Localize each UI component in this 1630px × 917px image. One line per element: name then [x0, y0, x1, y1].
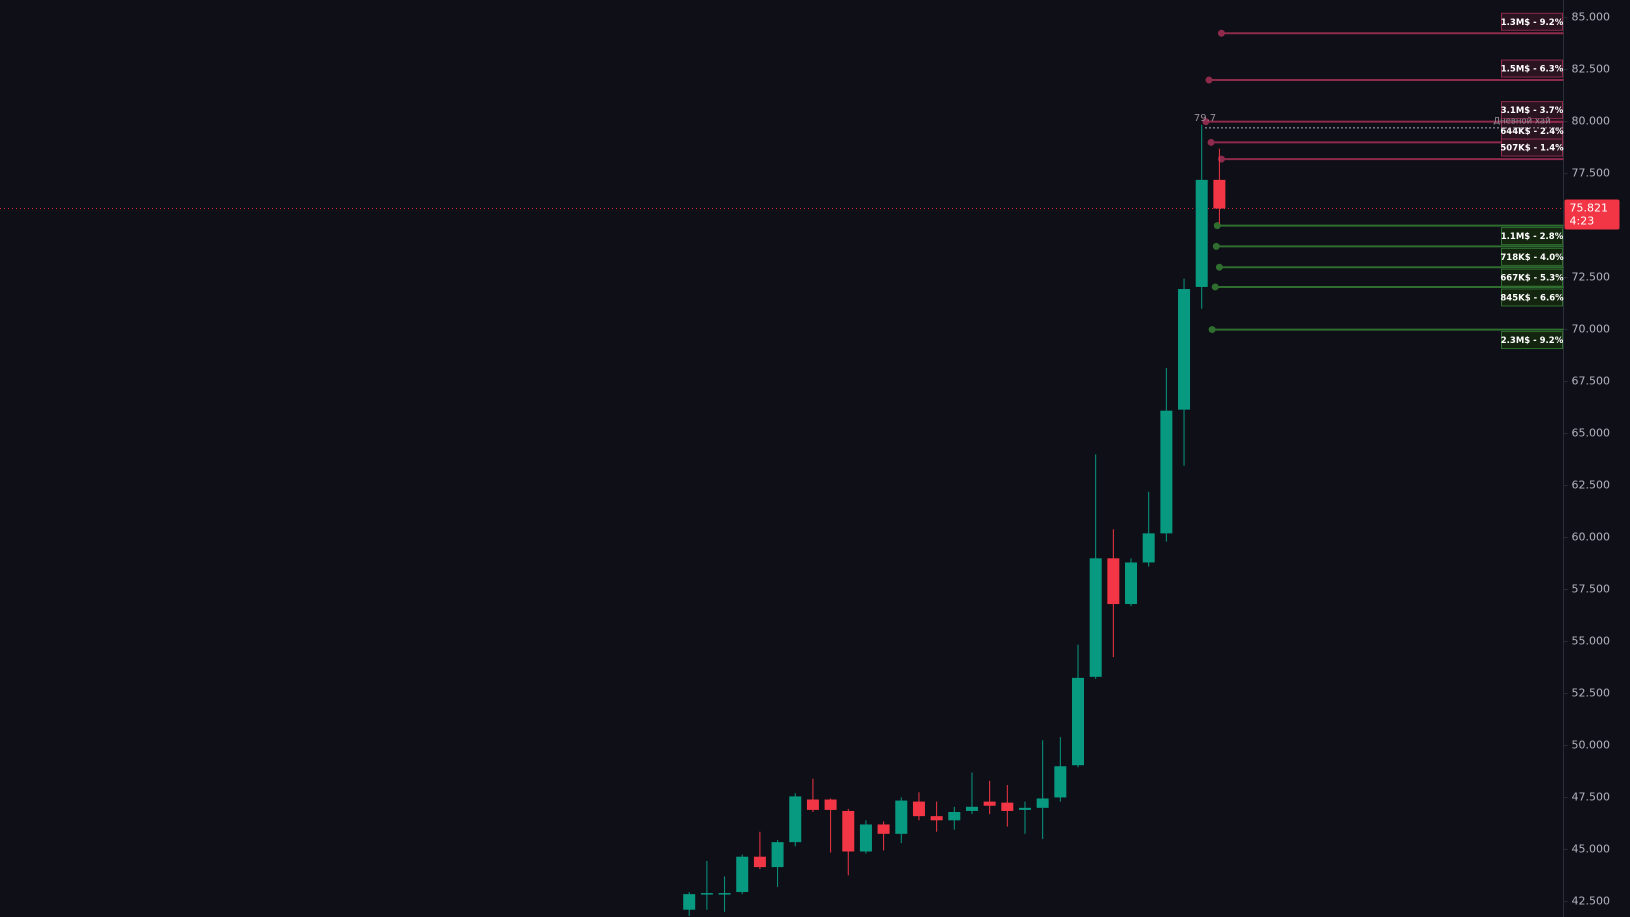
- level-box: [1501, 227, 1563, 246]
- candle-body: [736, 856, 749, 893]
- y-tick-label: 67.500: [1572, 375, 1611, 388]
- candle-body: [912, 801, 925, 817]
- y-tick-label: 62.500: [1572, 479, 1611, 492]
- candle-body: [1213, 179, 1226, 209]
- y-tick-label: 52.500: [1572, 686, 1611, 699]
- countdown-label: 4:23: [1570, 215, 1595, 228]
- level-label: 644K$ - 2.4%: [1500, 127, 1564, 137]
- level-label: 2.3M$ - 9.2%: [1501, 336, 1564, 346]
- candle-body: [1001, 802, 1014, 811]
- y-tick-label: 85.000: [1572, 11, 1611, 24]
- y-tick-label: 82.500: [1572, 63, 1611, 76]
- level-box: [1501, 59, 1563, 78]
- candle-body: [842, 810, 855, 852]
- candle-body: [1072, 677, 1085, 766]
- candle-body: [1142, 533, 1155, 563]
- daily-high-name: Дневной хай: [1493, 116, 1550, 126]
- current-price-label: 75.821: [1570, 202, 1609, 215]
- candle-body: [753, 856, 766, 868]
- candle-body: [877, 824, 890, 834]
- y-tick-label: 65.000: [1572, 427, 1611, 440]
- candle-body: [771, 842, 784, 868]
- y-tick-label: 55.000: [1572, 634, 1611, 647]
- y-tick-label: 47.500: [1572, 790, 1611, 803]
- candle-body: [1089, 558, 1102, 677]
- level-box: [1501, 138, 1563, 157]
- y-tick-label: 60.000: [1572, 531, 1611, 544]
- level-label: 507K$ - 1.4%: [1500, 144, 1564, 154]
- level-dot: [1217, 29, 1225, 37]
- level-box: [1501, 101, 1563, 120]
- candle-body: [1018, 807, 1031, 810]
- level-label: 718K$ - 4.0%: [1500, 253, 1564, 263]
- y-tick-label: 57.500: [1572, 583, 1611, 596]
- level-label: 1.3M$ - 9.2%: [1501, 18, 1564, 28]
- level-label: 667K$ - 5.3%: [1500, 274, 1564, 284]
- level-dot: [1207, 138, 1215, 146]
- candle-body: [948, 811, 961, 821]
- level-dot: [1202, 118, 1210, 126]
- level-dot: [1215, 263, 1223, 271]
- level-box: [1501, 331, 1563, 350]
- level-dot: [1213, 222, 1221, 230]
- candle-body: [859, 824, 872, 852]
- level-label: 1.1M$ - 2.8%: [1501, 232, 1564, 242]
- y-tick-label: 45.000: [1572, 842, 1611, 855]
- candle-body: [806, 799, 819, 810]
- y-tick-label: 42.500: [1572, 894, 1611, 907]
- candle-body: [700, 893, 713, 895]
- y-tick-label: 70.000: [1572, 323, 1611, 336]
- candle-body: [895, 800, 908, 834]
- candle-body: [1195, 179, 1208, 287]
- candle-body: [824, 799, 837, 810]
- candle-body: [930, 816, 943, 821]
- candle-body: [718, 893, 731, 895]
- y-tick-label: 80.000: [1572, 115, 1611, 128]
- candle-body: [1036, 798, 1049, 808]
- level-box: [1501, 247, 1563, 266]
- y-tick-label: 50.000: [1572, 738, 1611, 751]
- candle-body: [1160, 410, 1173, 534]
- y-tick-label: 72.500: [1572, 271, 1611, 284]
- level-label: 3.1M$ - 3.7%: [1501, 106, 1564, 116]
- y-tick-label: 77.500: [1572, 167, 1611, 180]
- level-dot: [1212, 242, 1220, 250]
- level-label: 1.5M$ - 6.3%: [1501, 65, 1564, 75]
- candle-body: [683, 894, 696, 910]
- level-box: [1501, 288, 1563, 307]
- level-label: 845K$ - 6.6%: [1500, 293, 1564, 303]
- current-price-tag: [1564, 199, 1620, 230]
- candle-body: [1178, 289, 1191, 410]
- candle-body: [789, 796, 802, 843]
- candle-body: [965, 806, 978, 811]
- level-dot: [1205, 76, 1213, 84]
- candle-body: [1054, 766, 1067, 798]
- candle-body: [983, 801, 996, 806]
- candle-body: [1107, 558, 1120, 605]
- level-box: [1501, 12, 1563, 31]
- level-dot: [1208, 326, 1216, 334]
- candle-body: [1125, 562, 1138, 605]
- level-dot: [1211, 283, 1219, 291]
- daily-high-value: 79.7: [1194, 113, 1216, 124]
